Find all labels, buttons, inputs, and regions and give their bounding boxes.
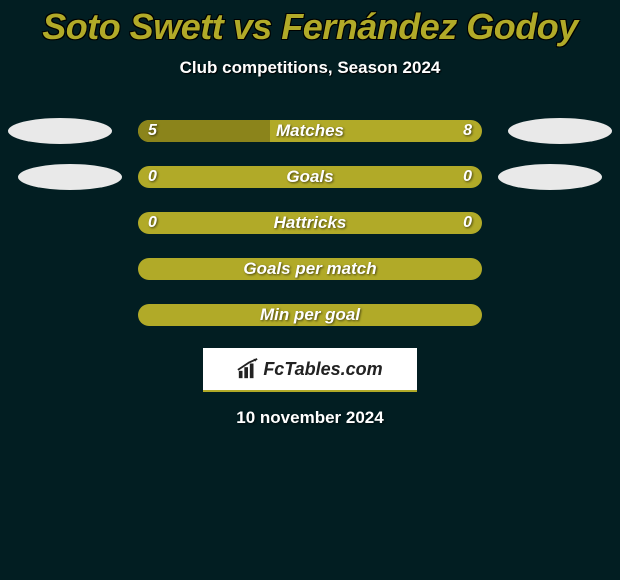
- snapshot-date: 10 november 2024: [0, 408, 620, 428]
- stat-row: 0 0 Hattricks: [0, 212, 620, 234]
- stat-row: Goals per match: [0, 258, 620, 280]
- stat-value-right: 0: [463, 214, 472, 232]
- stat-value-left: 0: [148, 214, 157, 232]
- stat-bar-left-fill: [138, 120, 270, 142]
- stat-label: Matches: [276, 121, 344, 141]
- stat-bar: 0 0 Hattricks: [138, 212, 482, 234]
- stat-label: Min per goal: [260, 305, 360, 325]
- stat-bar: Goals per match: [138, 258, 482, 280]
- player-chip-right: [508, 118, 612, 144]
- brand-text: FcTables.com: [263, 359, 382, 380]
- stat-bar: 0 0 Goals: [138, 166, 482, 188]
- player-chip-right: [498, 164, 602, 190]
- comparison-subtitle: Club competitions, Season 2024: [0, 58, 620, 78]
- stat-row: 0 0 Goals: [0, 166, 620, 188]
- stat-value-left: 5: [148, 122, 157, 140]
- stat-label: Goals: [286, 167, 333, 187]
- stat-row: 5 8 Matches: [0, 120, 620, 142]
- stat-bar: 5 8 Matches: [138, 120, 482, 142]
- stat-value-right: 0: [463, 168, 472, 186]
- stat-label: Hattricks: [274, 213, 347, 233]
- stat-label: Goals per match: [243, 259, 376, 279]
- brand-box: FcTables.com: [203, 348, 417, 392]
- stat-row: Min per goal: [0, 304, 620, 326]
- bar-chart-icon: [237, 358, 259, 380]
- stats-container: 5 8 Matches 0 0 Goals 0 0 Hattricks Goals per mat…: [0, 120, 620, 326]
- stat-bar: Min per goal: [138, 304, 482, 326]
- brand-label: FcTables.com: [237, 358, 382, 380]
- stat-value-right: 8: [463, 122, 472, 140]
- comparison-title: Soto Swett vs Fernández Godoy: [0, 0, 620, 48]
- player-chip-left: [18, 164, 122, 190]
- stat-value-left: 0: [148, 168, 157, 186]
- player-chip-left: [8, 118, 112, 144]
